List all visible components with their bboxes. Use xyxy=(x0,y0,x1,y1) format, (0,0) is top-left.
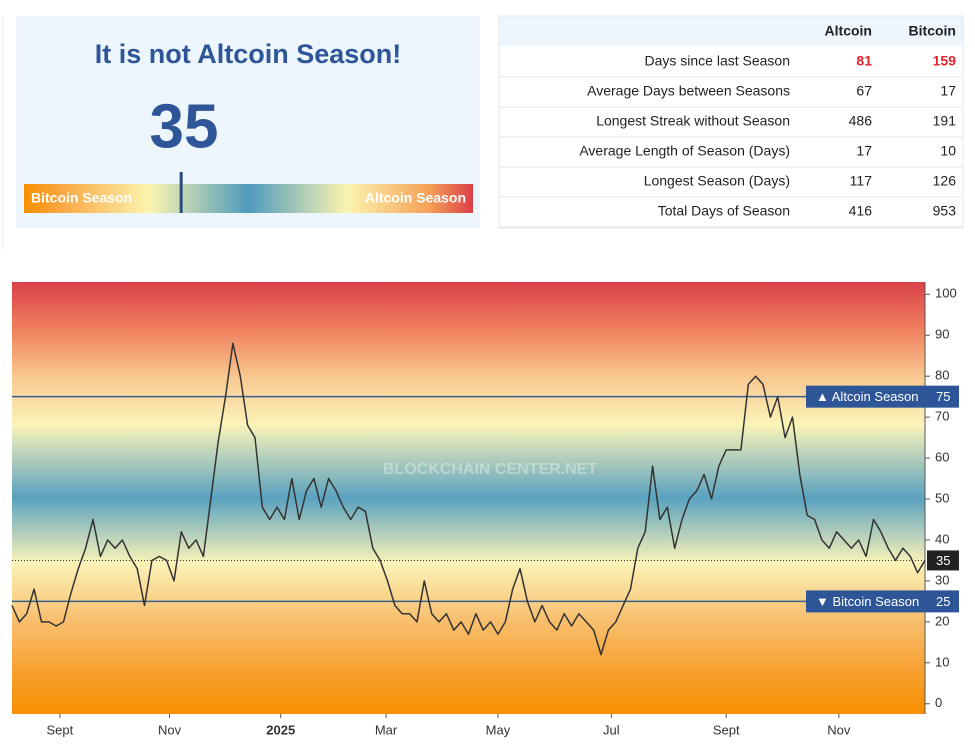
table-row-label: Average Length of Season (Days) xyxy=(579,143,790,159)
y-tick-label: 80 xyxy=(935,368,949,383)
threshold-label: ▲ Altcoin Season xyxy=(816,389,918,404)
x-tick-label: Sept xyxy=(46,722,73,737)
current-value: 35 xyxy=(936,553,950,568)
x-tick-label: Sept xyxy=(713,722,740,737)
table-cell: 17 xyxy=(940,83,956,99)
plot-background xyxy=(12,282,925,714)
table-header xyxy=(499,16,963,46)
table-cell: 81 xyxy=(856,53,872,69)
threshold-value: 25 xyxy=(936,594,950,609)
table-cell: 10 xyxy=(940,143,956,159)
x-tick-label: Jul xyxy=(603,722,620,737)
y-tick-label: 10 xyxy=(935,654,949,669)
y-tick-label: 20 xyxy=(935,613,949,628)
table-cell: 191 xyxy=(933,113,957,129)
current-box xyxy=(927,550,959,571)
table-row-label: Longest Streak without Season xyxy=(596,113,790,129)
gauge-left-label: Bitcoin Season xyxy=(31,190,132,206)
table-cell: 953 xyxy=(933,203,957,219)
y-tick-label: 0 xyxy=(935,695,942,710)
table-column-header: Bitcoin xyxy=(909,23,956,39)
gauge-bar xyxy=(24,184,473,213)
gauge-right-label: Altcoin Season xyxy=(365,190,466,206)
gauge-value: 35 xyxy=(150,92,219,161)
table-cell: 159 xyxy=(933,53,957,69)
y-tick-label: 90 xyxy=(935,327,949,342)
y-tick-label: 30 xyxy=(935,572,949,587)
table-column-header: Altcoin xyxy=(825,23,872,39)
table-row-label: Days since last Season xyxy=(644,53,790,69)
gauge-title: It is not Altcoin Season! xyxy=(95,39,402,69)
y-tick-label: 40 xyxy=(935,531,949,546)
x-tick-label: Nov xyxy=(158,722,182,737)
y-tick-label: 70 xyxy=(935,409,949,424)
y-tick-label: 100 xyxy=(935,286,957,301)
table-cell: 17 xyxy=(856,143,872,159)
threshold-label: ▼ Bitcoin Season xyxy=(816,594,919,609)
table-cell: 117 xyxy=(850,173,873,189)
y-tick-label: 60 xyxy=(935,450,949,465)
table-row-label: Average Days between Seasons xyxy=(587,83,790,99)
x-tick-label: Mar xyxy=(375,722,398,737)
threshold-value: 75 xyxy=(936,389,950,404)
table-cell: 67 xyxy=(856,83,872,99)
y-tick-label: 50 xyxy=(935,490,949,505)
threshold-label-box xyxy=(806,385,959,408)
x-tick-label: Nov xyxy=(827,722,851,737)
table-row-label: Longest Season (Days) xyxy=(644,173,790,189)
index-line xyxy=(11,342,926,656)
x-tick-label: May xyxy=(486,722,511,737)
threshold-label-box xyxy=(806,590,959,613)
table-frame xyxy=(498,15,964,229)
table-row-label: Total Days of Season xyxy=(658,203,790,219)
table-cell: 416 xyxy=(849,203,873,219)
watermark: BLOCKCHAIN CENTER.NET xyxy=(383,461,597,478)
x-tick-label: 2025 xyxy=(266,722,295,737)
table-cell: 486 xyxy=(849,113,873,129)
table-cell: 126 xyxy=(933,173,957,189)
